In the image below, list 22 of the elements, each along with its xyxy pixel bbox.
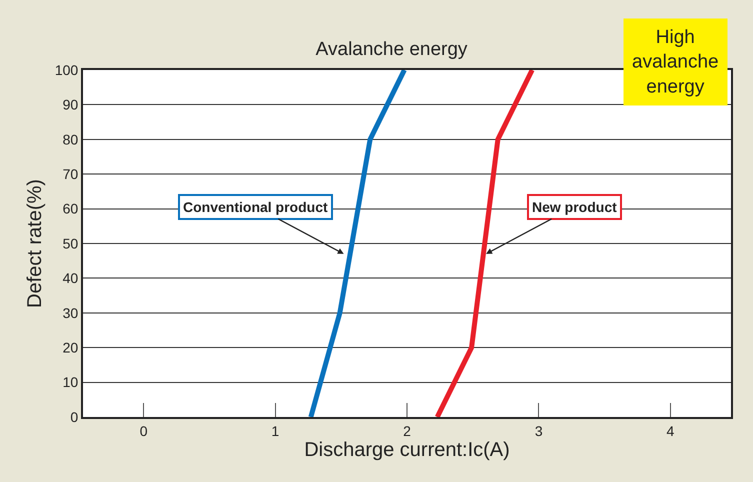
chart-title: Avalanche energy [316, 38, 468, 60]
x-axis-title: Discharge current:Ic(A) [304, 438, 510, 461]
x-tick-label: 3 [534, 422, 543, 439]
y-tick-label: 100 [54, 62, 78, 78]
y-tick-label: 30 [62, 304, 78, 321]
annotation: New product [532, 199, 618, 215]
x-tick-label: 1 [271, 422, 280, 439]
y-tick-label: 50 [62, 235, 78, 252]
x-tick-label: 4 [666, 422, 675, 439]
x-tick-label: 2 [403, 422, 412, 439]
y-tick-label: 10 [62, 374, 78, 390]
y-tick-label: 80 [62, 131, 78, 148]
y-tick-label: 0 [70, 408, 78, 425]
annotation: High avalanche energy [632, 27, 719, 98]
y-tick-label: 70 [62, 166, 78, 182]
y-tick-label: 20 [62, 340, 78, 356]
y-axis-title: Defect rate(%) [24, 179, 46, 308]
y-tick-label: 40 [62, 270, 78, 286]
y-tick-label: 90 [62, 96, 78, 113]
y-tick-label: 60 [62, 200, 78, 217]
annotation: Conventional product [183, 199, 328, 215]
x-tick-label: 0 [140, 422, 148, 439]
